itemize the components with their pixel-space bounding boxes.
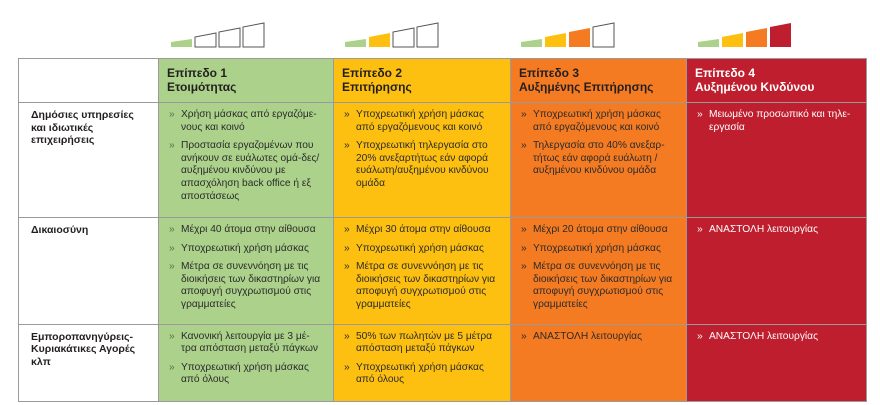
measure-item: ΑΝΑΣΤΟΛΗ λειτουργίας bbox=[695, 331, 858, 344]
level-title: Επίπεδο 3 bbox=[519, 66, 580, 80]
signal-bar bbox=[770, 23, 791, 47]
measure-list: Μέχρι 40 άτομα στην αίθουσα Υποχρεωτική χ… bbox=[167, 224, 325, 312]
signal-bar bbox=[171, 39, 192, 47]
measure-list: 50% των πωλητών με 5 μέτρα απόσταση μετα… bbox=[342, 331, 502, 387]
signal-bar bbox=[392, 27, 415, 48]
measure-item: Τηλεργασία στο 40% ανεξαρ-τήτως εάν αφορ… bbox=[519, 140, 678, 178]
level-3-cell: ΑΝΑΣΤΟΛΗ λειτουργίας bbox=[510, 323, 687, 402]
signal-bar bbox=[194, 32, 217, 48]
level-1-cell: Κανονική λειτουργία με 3 μέ-τρα απόσταση… bbox=[158, 323, 334, 402]
measure-list: Χρήση μάσκας από εργαζόμε-νους και κοινό… bbox=[167, 109, 325, 203]
signal-bar bbox=[369, 33, 390, 47]
signal-bar bbox=[722, 33, 743, 47]
measure-item: Μέχρι 20 άτομα στην αίθουσα bbox=[519, 224, 678, 237]
level-subtitle: Ετοιμότητας bbox=[167, 79, 237, 94]
measure-item: 50% των πωλητών με 5 μέτρα απόσταση μετα… bbox=[342, 331, 502, 356]
signal-bar bbox=[521, 39, 542, 47]
signal-bar bbox=[416, 22, 439, 48]
measure-item: Μέχρι 30 άτομα στην αίθουσα bbox=[342, 224, 502, 237]
signal-bar bbox=[545, 33, 566, 47]
measure-item: Χρήση μάσκας από εργαζόμε-νους και κοινό bbox=[167, 109, 325, 134]
measure-list: ΑΝΑΣΤΟΛΗ λειτουργίας bbox=[519, 331, 678, 344]
table-row: Δικαιοσύνη Μέχρι 40 άτομα στην αίθουσα Υπο… bbox=[18, 217, 867, 325]
level-title: Επίπεδο 1 bbox=[167, 66, 228, 80]
level-4-cell: Μειωμένο προσωπικό και τηλε-εργασία bbox=[686, 102, 867, 218]
measure-list: Κανονική λειτουργία με 3 μέ-τρα απόσταση… bbox=[167, 331, 325, 387]
measure-item: Υποχρεωτική χρήση μάσκας από όλους bbox=[342, 362, 502, 387]
measure-item: Μέτρα σε συνεννόηση με τις διοικήσεις τω… bbox=[519, 261, 678, 311]
signal-bar bbox=[698, 39, 719, 47]
measure-list: ΑΝΑΣΤΟΛΗ λειτουργίας bbox=[695, 224, 858, 237]
level-subtitle: Αυξημένου Κινδύνου bbox=[695, 79, 815, 94]
level-subtitle: Επιτήρησης bbox=[342, 79, 412, 94]
measure-item: Υποχρεωτική χρήση μάσκας από εργαζόμενου… bbox=[342, 109, 502, 134]
level-3-cell: Μέχρι 20 άτομα στην αίθουσα Υποχρεωτική χ… bbox=[510, 217, 687, 325]
measure-list: Μειωμένο προσωπικό και τηλε-εργασία bbox=[695, 109, 858, 134]
measure-item: ΑΝΑΣΤΟΛΗ λειτουργίας bbox=[695, 224, 858, 237]
measure-list: Μέχρι 20 άτομα στην αίθουσα Υποχρεωτική χ… bbox=[519, 224, 678, 312]
signal-bar bbox=[218, 27, 241, 48]
signal-bar bbox=[242, 22, 265, 48]
measure-item: Υποχρεωτική χρήση μάσκας bbox=[167, 243, 325, 256]
level-1-header: Επίπεδο 1 Ετοιμότητας bbox=[158, 58, 334, 103]
measure-item: Υποχρεωτική χρήση μάσκας bbox=[519, 243, 678, 256]
measure-item: Υποχρεωτική τηλεργασία στο 20% ανεξαρτήτ… bbox=[342, 140, 502, 190]
level-2-header: Επίπεδο 2 Επιτήρησης bbox=[333, 58, 511, 103]
measure-list: Μέχρι 30 άτομα στην αίθουσα Υποχρεωτική χ… bbox=[342, 224, 502, 312]
measure-item: Υποχρεωτική χρήση μάσκας bbox=[342, 243, 502, 256]
level-2-bars-icon bbox=[344, 22, 444, 48]
level-icons bbox=[0, 22, 880, 48]
level-1-cell: Μέχρι 40 άτομα στην αίθουσα Υποχρεωτική χ… bbox=[158, 217, 334, 325]
level-1-bars-icon bbox=[170, 22, 270, 48]
row-label: Δημόσιες υπηρεσίες και ιδιωτικές επιχειρ… bbox=[18, 102, 159, 218]
measure-item: Κανονική λειτουργία με 3 μέ-τρα απόσταση… bbox=[167, 331, 325, 356]
row-label: Εμποροπανηγύρεις-Κυριακάτικες Αγορές κλπ bbox=[18, 323, 159, 402]
measure-item: Μέτρα σε συνεννόηση με τις διοικήσεις τω… bbox=[342, 261, 502, 311]
header-empty bbox=[18, 58, 159, 103]
signal-bar bbox=[345, 39, 366, 47]
measures-table: Επίπεδο 1 Ετοιμότητας Επίπεδο 2 Επιτήρησης… bbox=[18, 58, 867, 402]
measure-item: Υποχρεωτική χρήση μάσκας από όλους bbox=[167, 362, 325, 387]
measure-list: Υποχρεωτική χρήση μάσκας από εργαζόμενου… bbox=[519, 109, 678, 178]
row-label: Δικαιοσύνη bbox=[18, 217, 159, 325]
level-3-header: Επίπεδο 3 Αυξημένης Επιτήρησης bbox=[510, 58, 687, 103]
level-2-cell: 50% των πωλητών με 5 μέτρα απόσταση μετα… bbox=[333, 323, 511, 402]
level-subtitle: Αυξημένης Επιτήρησης bbox=[519, 79, 654, 94]
table-row: Εμποροπανηγύρεις-Κυριακάτικες Αγορές κλπ… bbox=[18, 323, 867, 402]
level-4-cell: ΑΝΑΣΤΟΛΗ λειτουργίας bbox=[686, 217, 867, 325]
level-2-cell: Μέχρι 30 άτομα στην αίθουσα Υποχρεωτική χ… bbox=[333, 217, 511, 325]
measure-item: Μέχρι 40 άτομα στην αίθουσα bbox=[167, 224, 325, 237]
measure-item: Προστασία εργαζομένων που ανήκουν σε ευά… bbox=[167, 140, 325, 203]
signal-bar bbox=[592, 22, 615, 48]
measure-item: Μέτρα σε συνεννόηση με τις διοικήσεις τω… bbox=[167, 261, 325, 311]
level-3-bars-icon bbox=[520, 22, 620, 48]
level-4-cell: ΑΝΑΣΤΟΛΗ λειτουργίας bbox=[686, 323, 867, 402]
level-4-header: Επίπεδο 4 Αυξημένου Κινδύνου bbox=[686, 58, 867, 103]
measure-item: ΑΝΑΣΤΟΛΗ λειτουργίας bbox=[519, 331, 678, 344]
level-title: Επίπεδο 2 bbox=[342, 66, 403, 80]
measure-list: Υποχρεωτική χρήση μάσκας από εργαζόμενου… bbox=[342, 109, 502, 191]
table-row: Δημόσιες υπηρεσίες και ιδιωτικές επιχειρ… bbox=[18, 102, 867, 218]
level-3-cell: Υποχρεωτική χρήση μάσκας από εργαζόμενου… bbox=[510, 102, 687, 218]
level-title: Επίπεδο 4 bbox=[695, 66, 756, 80]
measure-item: Υποχρεωτική χρήση μάσκας από εργαζόμενου… bbox=[519, 109, 678, 134]
level-4-bars-icon bbox=[697, 22, 797, 48]
measure-item: Μειωμένο προσωπικό και τηλε-εργασία bbox=[695, 109, 858, 134]
header-row: Επίπεδο 1 Ετοιμότητας Επίπεδο 2 Επιτήρησης… bbox=[18, 58, 867, 103]
signal-bar bbox=[746, 28, 767, 47]
level-1-cell: Χρήση μάσκας από εργαζόμε-νους και κοινό… bbox=[158, 102, 334, 218]
level-2-cell: Υποχρεωτική χρήση μάσκας από εργαζόμενου… bbox=[333, 102, 511, 218]
signal-bar bbox=[569, 28, 590, 47]
measure-list: ΑΝΑΣΤΟΛΗ λειτουργίας bbox=[695, 331, 858, 344]
